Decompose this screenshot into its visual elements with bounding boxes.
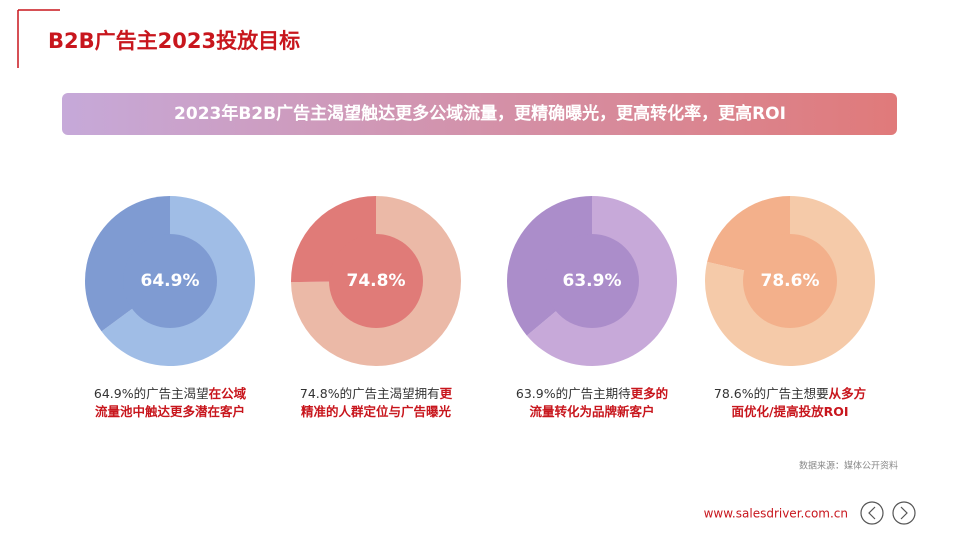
url[interactable]: www.salesdriver.com.cn: [704, 507, 848, 521]
prev-button[interactable]: [860, 501, 884, 525]
caption: 精准的人群定位与广告曝光: [301, 404, 452, 419]
title: B2B广告主2023投放目标: [48, 29, 300, 53]
caption: 流量池中触达更多潜在客户: [95, 404, 245, 419]
next-button[interactable]: [892, 501, 916, 525]
charts: 64.9%64.9%的广告主渴望在公域流量池中触达更多潜在客户74.8%74.8…: [85, 196, 875, 419]
caption-part: 更多的: [631, 386, 669, 401]
caption: 63.9%的广告主期待更多的: [516, 386, 668, 401]
source: 数据来源：媒体公开资料: [799, 460, 898, 472]
caption-part: 74.8%的广告主渴望拥有: [300, 386, 440, 401]
banner: 2023年B2B广告主渴望触达更多公域流量，更精确曝光，更高转化率，更高ROI: [174, 103, 786, 124]
caption-part: 流量池中触达更多潜在客户: [95, 404, 245, 419]
value-label: 64.9%: [141, 271, 200, 291]
caption-part: 流量转化为品牌新客户: [529, 404, 654, 419]
caption-part: 面优化/提高投放ROI: [732, 404, 849, 419]
caption-part: 78.6%的广告主想要: [714, 386, 829, 401]
caption: 74.8%的广告主渴望拥有更: [300, 386, 453, 401]
pie-center: [545, 234, 639, 328]
pie-center: [329, 234, 423, 328]
caption-part: 63.9%的广告主期待: [516, 386, 631, 401]
caption: 64.9%的广告主渴望在公域: [94, 386, 247, 401]
value-label: 78.6%: [761, 271, 820, 291]
caption: 面优化/提高投放ROI: [732, 404, 849, 419]
pie-center: [743, 234, 837, 328]
caption-part: 在公域: [209, 386, 247, 401]
pie-center: [123, 234, 217, 328]
caption-part: 精准的人群定位与广告曝光: [301, 404, 452, 419]
caption: 78.6%的广告主想要从多方: [714, 386, 866, 401]
caption-part: 64.9%的广告主渴望: [94, 386, 209, 401]
value-label: 74.8%: [347, 271, 406, 291]
value-label: 63.9%: [563, 271, 622, 291]
caption: 流量转化为品牌新客户: [529, 404, 654, 419]
banner-bg: [62, 93, 897, 135]
caption-part: 从多方: [829, 386, 867, 401]
caption-part: 更: [440, 386, 453, 401]
